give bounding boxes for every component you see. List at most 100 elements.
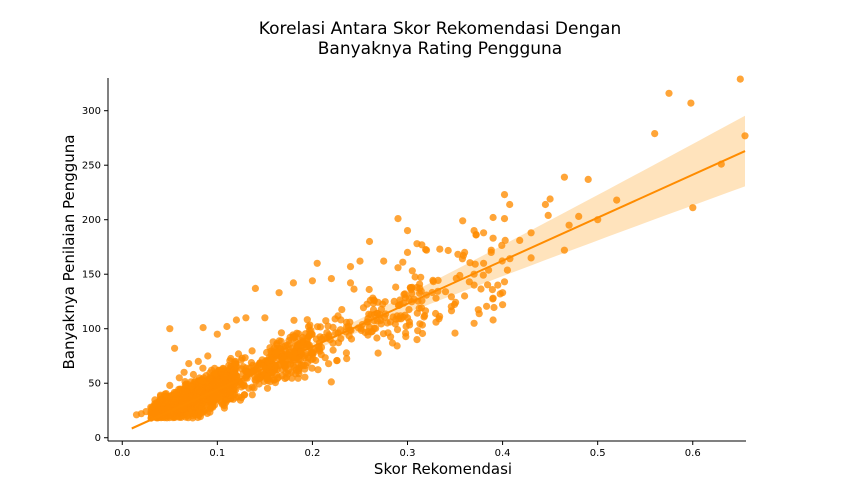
scatter-point [432,318,440,326]
scatter-point [261,314,269,322]
scatter-point [365,323,374,331]
scatter-point [408,289,416,297]
scatter-point [365,285,373,294]
scatter-point [236,396,244,404]
scatter-point [544,211,552,219]
scatter-point [527,229,535,237]
regression-line [131,150,746,430]
scatter-point [484,281,492,289]
scatter-point [490,303,498,312]
scatter-point [527,254,535,262]
scatter-point [379,330,388,338]
scatter-point [480,259,488,267]
scatter-point [299,341,307,349]
y-tick-label: 200 [82,215,101,226]
scatter-point [391,320,399,328]
scatter-point [314,366,322,374]
scatter-point [470,319,478,327]
x-axis-label: Skor Rekomendasi [374,460,512,478]
scatter-point [399,258,407,266]
scatter-point [175,374,183,382]
scatter-point [189,370,197,379]
scatter-point [267,354,275,362]
scatter-point [334,339,343,347]
x-tick-label: 0.5 [590,448,606,459]
regression-line-path [131,150,746,430]
scatter-point [499,289,507,297]
scatter-point [166,325,174,333]
scatter-point [297,361,305,369]
scatter-point [418,329,427,338]
scatter-point [149,410,157,419]
scatter-point [324,322,332,330]
scatter-point [251,284,259,292]
scatter-point [479,271,487,279]
scatter-point [168,393,176,401]
scatter-point [402,329,410,337]
x-axis-ticks: 0.0 0.1 0.2 0.3 0.4 0.5 0.6 [114,441,701,459]
scatter-point [689,204,697,212]
scatter-point [422,246,431,254]
scatter-point [400,290,408,298]
scatter-point [197,377,205,385]
scatter-point [417,273,425,281]
scatter-point [181,393,189,401]
scatter-point [239,382,247,390]
y-tick-label: 100 [82,324,101,335]
scatter-point [263,348,271,357]
scatter-point [209,378,217,386]
scatter-point [302,350,310,359]
scatter-point [488,286,496,294]
y-axis-label: Banyaknya Penilaian Pengguna [60,135,78,370]
scatter-point [396,296,404,304]
scatter-point [290,316,298,324]
scatter-point [500,278,509,286]
scatter-point [342,349,350,357]
x-tick-label: 0.1 [209,448,225,459]
scatter-point [322,317,330,325]
scatter-point [461,292,469,300]
scatter-point [447,303,455,311]
scatter-point [560,246,569,254]
scatter-point [314,345,322,353]
scatter-point [413,309,421,317]
scatter-point [447,293,455,301]
scatter-point [416,284,424,292]
scatter-point [343,355,351,363]
scatter-point [281,374,289,383]
scatter-point [219,364,227,372]
scatter-point [147,403,155,411]
scatter-point [223,322,231,331]
scatter-point [434,276,442,284]
scatter-point [213,330,221,338]
scatter-point [480,229,488,237]
scatter-point [229,371,237,379]
scatter-point [374,349,382,357]
scatter-point [305,326,314,335]
scatter-point [503,266,511,274]
scatter-point [255,380,263,388]
x-tick-label: 0.4 [495,448,511,459]
scatter-point [560,173,569,181]
scatter-point [312,335,320,343]
scatter-point [277,329,285,337]
scatter-point [223,396,231,404]
scatter-point [359,304,368,312]
scatter-point [204,352,212,360]
scatter-point [489,213,497,222]
scatter-point [327,378,335,386]
scatter-point [303,335,311,343]
scatter-point [321,354,329,362]
scatter-point [194,402,202,410]
x-tick-label: 0.0 [114,448,130,459]
scatter-point [575,212,583,220]
y-tick-label: 0 [95,433,101,444]
scatter-point [403,248,412,256]
scatter-point [377,320,385,328]
scatter-point [499,301,507,309]
scatter-point [489,294,497,302]
scatter-point [264,372,272,380]
scatter-point [346,279,355,287]
scatter-point [393,326,402,334]
scatter-point [461,248,469,256]
